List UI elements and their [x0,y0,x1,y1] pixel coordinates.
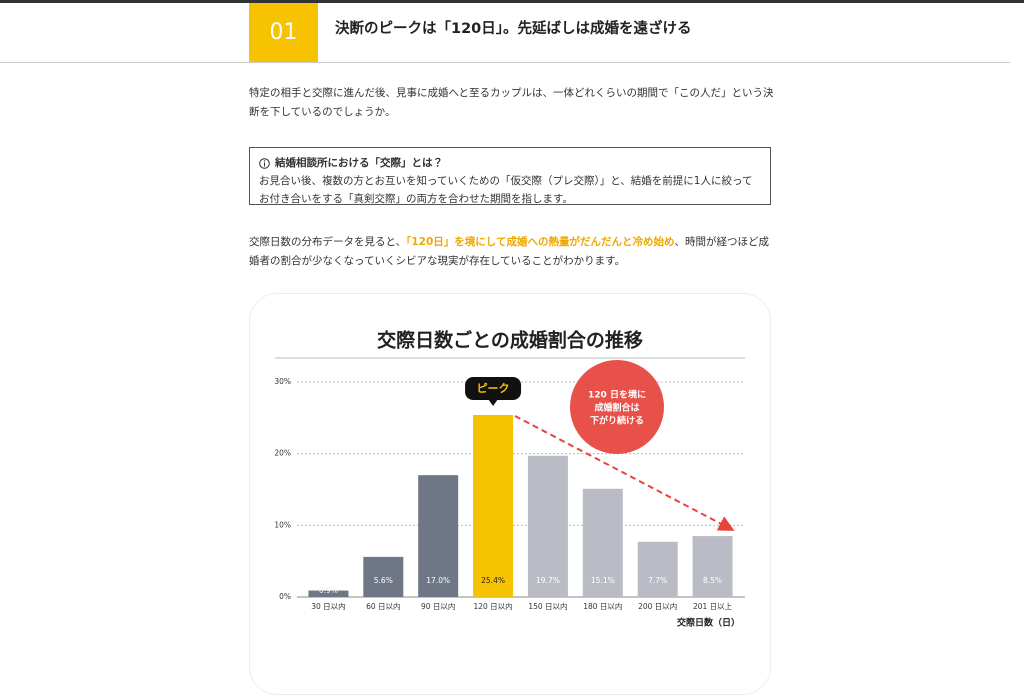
value-label: 17.0% [426,576,450,585]
summary-after: 、時間が経つほど成婚者の割合が少なくなっていくシビアな現実が存在していることがわ… [249,236,769,267]
bar [582,488,623,597]
intro-text: 特定の相手と交際に進んだ後、見事に成婚へと至るカップルは、一体どれくらいの期間で… [249,87,774,118]
chart-title: 交際日数ごとの成婚割合の推移 [377,329,643,352]
value-label: 0.9% [319,586,338,595]
value-label: 8.5% [703,576,722,585]
trend-label: 120 日を境に [588,389,646,401]
x-tick-label: 90 日以内 [421,601,455,611]
x-tick-label: 120 日以内 [473,601,512,611]
x-tick-label: 200 日以内 [638,601,677,611]
note-title: 結婚相談所における「交際」とは？ [275,157,443,169]
value-label: 15.1% [591,576,615,585]
x-axis-label: 交際日数（日） [677,617,740,629]
x-tick-label: 180 日以内 [583,601,622,611]
section-title: 決断のピークは「120日」。先延ばしは成婚を遠ざける [335,21,692,37]
value-label: 7.7% [648,576,667,585]
summary-before: 交際日数の分布データを見ると、 [249,236,407,248]
info-icon [259,157,270,169]
bar [363,556,404,597]
bar [418,475,459,597]
trend-bubble [570,360,664,454]
y-tick-label: 20% [274,449,291,458]
trend-label: 下がり続ける [590,415,644,427]
note-heading: 結婚相談所における「交際」とは？ [259,154,762,172]
summary-text: 交際日数の分布データを見ると、「120日」を境にして成婚への熱量がだんだんと冷め… [249,233,777,271]
bar [473,414,514,597]
peak-label: ピーク [477,382,510,395]
trend-arrow [514,415,735,531]
bar [637,541,678,597]
header-divider [0,62,1010,63]
peak-pointer [488,399,499,406]
note-body: お見合い後、複数の方とお互いを知っていくための「仮交際（プレ交際）」と、結婚を前… [259,175,753,205]
bar [692,536,733,597]
x-tick-label: 30 日以内 [311,601,345,611]
chart: 交際日数ごとの成婚割合の推移 0% 10% 20% 30% 30 日以内 0.9% 60 日… [274,329,745,629]
top-border [0,0,1024,3]
value-label: 19.7% [536,576,560,585]
y-tick-label: 10% [274,520,291,529]
section-number: 01 [249,3,318,62]
value-label: 5.6% [374,576,393,585]
x-tick-label: 60 日以内 [366,601,400,611]
peak-callout [465,377,522,400]
y-tick-label: 30% [274,377,291,386]
bar [527,455,568,597]
x-tick-label: 150 日以内 [528,601,567,611]
bar [308,590,349,597]
y-tick-label: 0% [279,592,291,601]
summary-highlight: 「120日」を境にして成婚への熱量がだんだんと冷め始め [406,236,675,248]
value-label: 25.4% [481,576,505,585]
x-tick-label: 201 日以上 [693,602,733,611]
trend-label: 成婚割合は [594,402,639,414]
note-box: 結婚相談所における「交際」とは？ お見合い後、複数の方とお互いを知っていくための… [249,147,771,205]
